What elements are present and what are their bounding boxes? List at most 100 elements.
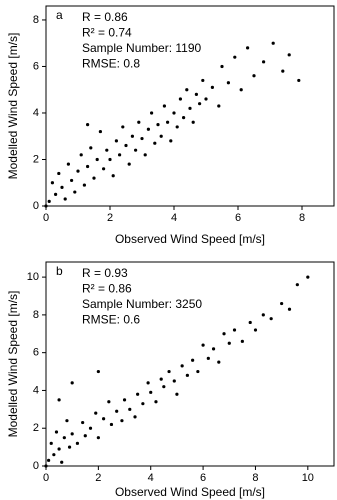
stat-annotation: Sample Number: 1190 (82, 41, 202, 55)
scatter-point (136, 392, 140, 396)
scatter-point (57, 171, 61, 176)
scatter-point (120, 419, 124, 423)
x-tick-label: 4 (148, 472, 154, 484)
scatter-point (253, 328, 258, 332)
y-axis-label: Modelled Wind Speed [m/s] (6, 33, 20, 180)
scatter-point (159, 134, 163, 138)
x-tick-label: 10 (302, 472, 314, 484)
x-tick-label: 8 (299, 212, 305, 224)
scatter-point (196, 369, 200, 374)
scatter-point (86, 164, 90, 169)
scatter-point (271, 41, 275, 45)
scatter-point (63, 197, 67, 201)
scatter-point (211, 347, 216, 351)
scatter-point (107, 400, 111, 404)
scatter-point (141, 402, 145, 406)
scatter-point (198, 102, 202, 106)
scatter-point (75, 441, 80, 445)
scatter-point (252, 74, 256, 78)
scatter-point (44, 204, 48, 208)
scatter-point (137, 120, 141, 124)
scatter-point (306, 275, 310, 279)
y-tick-label: 2 (33, 153, 39, 165)
scatter-point (240, 339, 244, 343)
scatter-point (182, 116, 186, 120)
scatter-point (57, 447, 61, 451)
scatter-point (143, 153, 147, 157)
scatter-point (150, 111, 154, 115)
scatter-point (79, 153, 83, 157)
scatter-point (159, 377, 163, 381)
scatter-point (66, 162, 70, 166)
scatter-point (73, 190, 77, 194)
scatter-point (108, 157, 112, 162)
scatter-point (217, 360, 221, 364)
stat-annotation: R = 0.93 (82, 266, 128, 280)
stat-annotation: Sample Number: 3250 (82, 297, 202, 311)
scatter-point (156, 123, 160, 127)
scatter-point (194, 92, 198, 96)
scatter-point (102, 417, 106, 421)
scatter-point (47, 458, 51, 462)
stat-annotation: R = 0.86 (82, 10, 128, 24)
scatter-point (127, 162, 131, 166)
plot-frame (45, 5, 335, 207)
scatter-point (146, 381, 150, 385)
scatter-point (96, 369, 100, 374)
scatter-point (83, 434, 87, 438)
scatter-point (88, 426, 93, 430)
scatter-point (70, 381, 74, 385)
scatter-point (220, 64, 224, 69)
scatter-point (262, 60, 266, 64)
plot-frame (45, 261, 335, 467)
scatter-point (169, 139, 173, 143)
scatter-point (140, 136, 144, 141)
scatter-point (201, 343, 205, 347)
scatter-point (167, 369, 171, 374)
x-tick-label: 8 (252, 472, 258, 484)
scatter-point (287, 307, 292, 311)
scatter-point (70, 178, 74, 183)
scatter-point (60, 460, 64, 464)
y-tick-label: 2 (33, 422, 39, 434)
y-tick-label: 4 (33, 384, 39, 396)
scatter-point (50, 181, 55, 185)
scatter-point (109, 422, 114, 427)
scatter-point (118, 153, 122, 157)
scatter-point (133, 415, 137, 419)
scatter-point (222, 332, 226, 336)
scatter-point (81, 420, 85, 425)
stat-annotation: R² = 0.86 (82, 282, 132, 296)
scatter-point (62, 436, 66, 440)
y-tick-label: 6 (33, 60, 39, 72)
scatter-point (95, 157, 99, 162)
scatter-point (206, 356, 210, 360)
x-tick-label: 0 (43, 212, 49, 224)
x-tick-label: 4 (171, 212, 177, 224)
scatter-point (114, 139, 118, 143)
scatter-point (226, 81, 230, 85)
x-tick-label: 2 (95, 472, 101, 484)
scatter-point (52, 453, 56, 457)
scatter-point (178, 97, 182, 101)
scatter-point (105, 148, 109, 152)
scatter-point (239, 88, 243, 92)
x-tick-label: 2 (107, 212, 113, 224)
scatter-point (124, 143, 128, 148)
scatter-point (154, 400, 158, 404)
scatter-point (70, 432, 74, 436)
scatter-point (269, 317, 273, 321)
scatter-point (232, 328, 237, 332)
scatter-point (281, 69, 285, 73)
scatter-point (227, 341, 231, 345)
y-tick-label: 10 (27, 271, 39, 283)
scatter-point (191, 120, 195, 124)
scatter-point (162, 104, 166, 108)
scatter-point (111, 174, 115, 178)
scatter-point (191, 358, 195, 362)
scatter-point (246, 46, 250, 50)
x-tick-label: 0 (43, 472, 49, 484)
y-tick-label: 4 (33, 107, 39, 119)
stat-annotation: RMSE: 0.8 (82, 57, 140, 71)
